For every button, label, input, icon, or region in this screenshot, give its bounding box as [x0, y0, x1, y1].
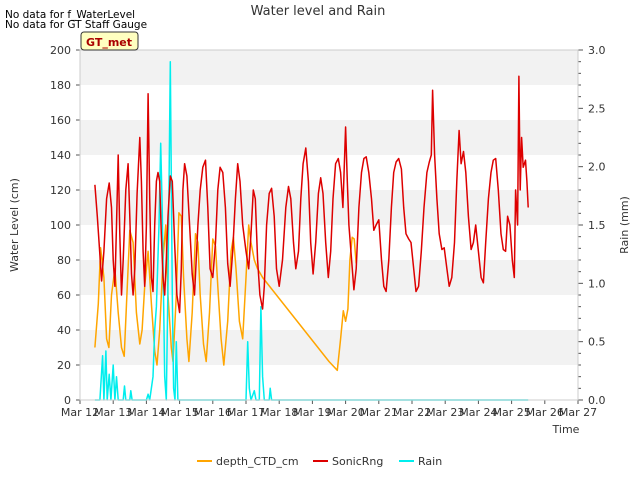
- x-tick-label: Mar 13: [94, 406, 132, 419]
- left-axis-ticks: 0 20 40 60 80 100 120 140 160 180 200: [50, 44, 80, 407]
- left-tick-label: 120: [50, 184, 71, 197]
- left-tick-label: 80: [57, 254, 71, 267]
- right-tick-label: 2.5: [588, 102, 606, 115]
- station-badge: GT_met: [86, 36, 132, 49]
- x-tick-label: Mar 18: [260, 406, 298, 419]
- series-line-rain: [94, 60, 529, 401]
- right-axis-label: Rain (mm): [618, 196, 631, 254]
- x-tick-label: Mar 16: [194, 406, 232, 419]
- left-tick-label: 180: [50, 79, 71, 92]
- left-tick-label: 40: [57, 324, 71, 337]
- no-data-note-2: No data for GT Staff Gauge: [5, 19, 147, 31]
- right-tick-label: 1.0: [588, 277, 606, 290]
- x-tick-label: Mar 21: [360, 406, 398, 419]
- station-badge-box: [80, 31, 139, 51]
- x-tick-label: Mar 17: [227, 406, 265, 419]
- grid-band: [80, 120, 578, 155]
- series-line-sonicrng: [94, 75, 529, 314]
- x-tick-label: Mar 24: [459, 406, 497, 419]
- legend-label-depth: depth_CTD_cm: [216, 455, 299, 468]
- x-tick-label: Mar 26: [526, 406, 564, 419]
- x-tick-label: Mar 23: [426, 406, 464, 419]
- left-axis-label: Water Level (cm): [8, 178, 21, 272]
- series-layer: [94, 60, 529, 401]
- x-tick-label: Mar 27: [559, 406, 597, 419]
- x-tick-label: Mar 15: [160, 406, 198, 419]
- grid-band: [80, 50, 578, 85]
- legend-label-sonicrng: SonicRng: [332, 455, 383, 468]
- series-line-depth-ctd-cm: [94, 212, 357, 372]
- x-tick-label: Mar 20: [326, 406, 364, 419]
- left-tick-label: 20: [57, 359, 71, 372]
- x-tick-label: Mar 14: [127, 406, 165, 419]
- x-axis-label: Time: [552, 423, 580, 436]
- left-tick-label: 140: [50, 149, 71, 162]
- no-data-note-1: No data for f_WaterLevel: [5, 9, 135, 21]
- left-tick-label: 200: [50, 44, 71, 57]
- right-tick-label: 0.0: [588, 394, 606, 407]
- grid-band: [80, 155, 578, 190]
- grid-band: [80, 85, 578, 120]
- right-tick-label: 3.0: [588, 44, 606, 57]
- x-tick-label: Mar 12: [61, 406, 99, 419]
- left-tick-label: 60: [57, 289, 71, 302]
- left-tick-label: 160: [50, 114, 71, 127]
- right-axis-ticks: 0.0 0.5 1.0 1.5 2.0 2.5 3.0: [578, 44, 606, 407]
- plot-frame: [79, 49, 579, 401]
- left-tick-label: 0: [64, 394, 71, 407]
- right-tick-label: 2.0: [588, 161, 606, 174]
- x-tick-label: Mar 22: [393, 406, 431, 419]
- grid-band: [80, 330, 578, 365]
- x-tick-label: Mar 19: [293, 406, 331, 419]
- legend-label-rain: Rain: [418, 455, 442, 468]
- legend: depth_CTD_cm SonicRng Rain: [197, 455, 442, 468]
- right-tick-label: 1.5: [588, 219, 606, 232]
- x-tick-label: Mar 25: [492, 406, 530, 419]
- grid-band: [80, 365, 578, 400]
- left-tick-label: 100: [50, 219, 71, 232]
- right-tick-label: 0.5: [588, 336, 606, 349]
- chart-title: Water level and Rain: [251, 4, 386, 19]
